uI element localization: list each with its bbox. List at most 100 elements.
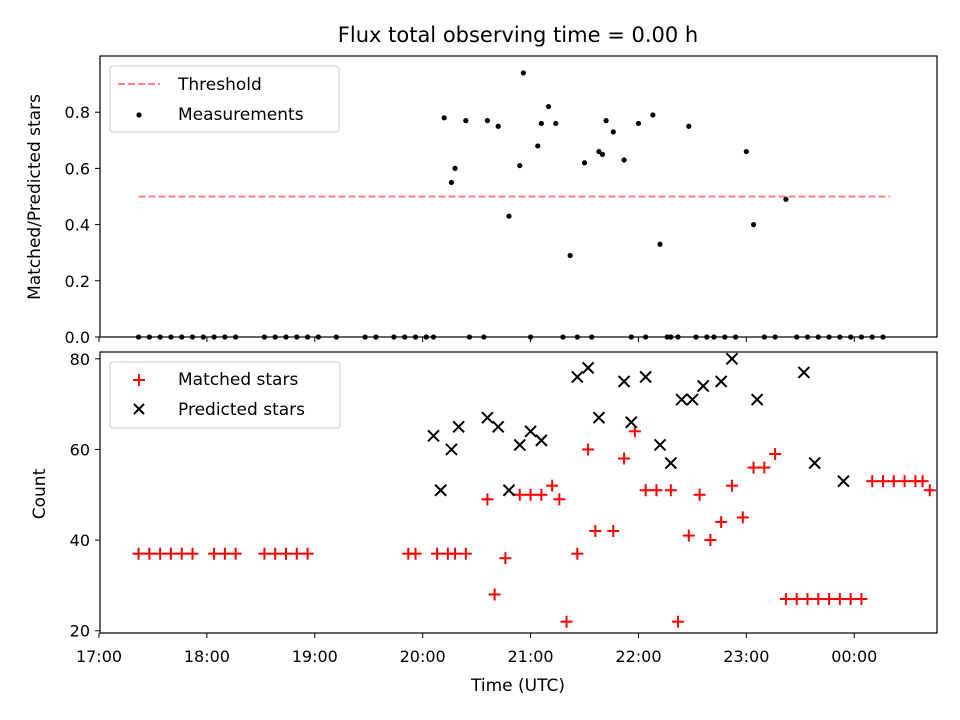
predicted-star-point bbox=[502, 484, 516, 497]
matched-star-point bbox=[801, 593, 814, 606]
matched-star-point bbox=[290, 547, 303, 560]
matched-star-point bbox=[672, 615, 685, 628]
predicted-star-point bbox=[750, 393, 764, 406]
matched-star-point bbox=[866, 475, 879, 488]
predicted-star-point bbox=[686, 393, 699, 406]
measurement-point bbox=[441, 115, 447, 121]
matched-star-point bbox=[218, 547, 231, 560]
bottom-plot-area: 20 40 60 80 17:00 18:00 19:00 20:00 21:00 22:00 23… bbox=[70, 350, 936, 666]
predicted-star-point bbox=[571, 370, 584, 384]
predicted-star-point bbox=[725, 352, 739, 366]
predicted-star-point bbox=[797, 366, 811, 379]
matched-star-point bbox=[488, 588, 501, 601]
measurement-point bbox=[535, 143, 541, 149]
measurement-point bbox=[596, 148, 602, 155]
bottom-x-tick-label: 00:00 bbox=[831, 647, 877, 666]
predicted-legend-marker bbox=[133, 403, 145, 415]
matched-star-point bbox=[589, 525, 602, 538]
predicted-legend-label: Predicted stars bbox=[178, 400, 305, 420]
measurement-point bbox=[686, 123, 692, 129]
predicted-star-point bbox=[513, 438, 526, 452]
bottom-y-tick-label: 20 bbox=[70, 622, 90, 641]
measurement-point bbox=[517, 162, 523, 169]
predicted-star-point bbox=[445, 443, 458, 456]
matched-star-point bbox=[301, 547, 314, 560]
matched-star-point bbox=[650, 484, 663, 497]
measurement-point bbox=[448, 179, 455, 186]
matched-star-point bbox=[704, 534, 717, 547]
matched-star-point bbox=[553, 493, 566, 506]
measurement-point bbox=[484, 118, 491, 124]
matched-star-point bbox=[186, 547, 199, 560]
predicted-star-point bbox=[524, 425, 537, 438]
measurement-point bbox=[743, 148, 749, 155]
matched-star-point bbox=[887, 475, 900, 488]
predicted-star-point bbox=[837, 474, 850, 488]
measurement-point bbox=[599, 151, 606, 157]
predicted-star-point bbox=[427, 429, 440, 443]
bottom-x-tick-label: 18:00 bbox=[184, 647, 230, 666]
measurements-legend-marker bbox=[136, 112, 142, 118]
matched-star-point bbox=[449, 547, 462, 560]
matched-star-point bbox=[524, 488, 537, 501]
top-chart-title: Flux total observing time = 0.00 h bbox=[338, 23, 698, 47]
matched-star-point bbox=[535, 488, 548, 501]
bottom-x-tick-label: 23:00 bbox=[723, 647, 769, 666]
top-panel: Flux total observing time = 0.00 h Match… bbox=[25, 23, 938, 347]
matched-star-point bbox=[229, 547, 242, 560]
matched-star-point bbox=[582, 443, 595, 456]
matched-star-point bbox=[280, 547, 293, 560]
matched-star-point bbox=[725, 479, 738, 492]
matched-star-point bbox=[618, 452, 631, 465]
predicted-star-point bbox=[714, 375, 728, 388]
matched-star-point bbox=[855, 593, 868, 606]
predicted-star-point bbox=[581, 361, 595, 375]
measurement-point bbox=[520, 70, 526, 76]
predicted-star-point bbox=[625, 416, 638, 429]
measurement-point bbox=[553, 120, 559, 127]
measurement-point bbox=[495, 123, 501, 129]
matched-star-point bbox=[758, 461, 771, 474]
predicted-star-point bbox=[653, 438, 667, 452]
matched-star-point bbox=[164, 547, 177, 560]
bottom-x-tick-label: 17:00 bbox=[76, 647, 122, 666]
bottom-panel: Count Time (UTC) 20 40 60 80 17:00 18:00 19:00… bbox=[30, 350, 938, 696]
top-legend: Threshold Measurements bbox=[109, 65, 340, 133]
matched-star-point bbox=[560, 615, 573, 628]
bottom-legend: Matched stars Predicted stars bbox=[109, 361, 341, 429]
matched-star-point bbox=[175, 547, 188, 560]
predicted-star-point bbox=[675, 393, 688, 406]
matched-star-point bbox=[571, 547, 584, 560]
top-y-tick-label: 0.6 bbox=[65, 159, 90, 178]
matched-star-point bbox=[812, 593, 825, 606]
matched-legend-label: Matched stars bbox=[178, 370, 298, 390]
measurement-point bbox=[545, 103, 552, 110]
predicted-star-point bbox=[592, 411, 606, 424]
matched-star-point bbox=[769, 447, 782, 460]
measurement-point bbox=[538, 120, 544, 127]
measurement-point bbox=[635, 120, 642, 127]
measurements-legend-label: Measurements bbox=[178, 105, 304, 125]
predicted-star-point bbox=[617, 375, 631, 388]
threshold-legend-label: Threshold bbox=[177, 75, 262, 95]
predicted-star-point bbox=[452, 420, 465, 433]
matched-star-point bbox=[844, 593, 857, 606]
matched-star-point bbox=[546, 479, 559, 492]
matched-star-point bbox=[693, 488, 706, 501]
bottom-x-axis-label: Time (UTC) bbox=[470, 676, 565, 696]
matched-star-point bbox=[790, 593, 803, 606]
matched-star-point bbox=[431, 547, 444, 560]
measurement-point bbox=[783, 196, 789, 202]
bottom-y-axis-label: Count bbox=[30, 468, 50, 519]
matched-star-point bbox=[664, 484, 677, 497]
measurement-point bbox=[610, 129, 616, 135]
matched-star-point bbox=[779, 593, 792, 606]
predicted-star-point bbox=[491, 420, 505, 433]
matched-star-point bbox=[481, 493, 494, 506]
bottom-plot-frame bbox=[99, 351, 938, 634]
predicted-star-point bbox=[696, 379, 710, 393]
matched-star-point bbox=[923, 484, 936, 497]
matched-legend-marker bbox=[133, 374, 145, 386]
bottom-y-tick-label: 80 bbox=[70, 350, 90, 369]
